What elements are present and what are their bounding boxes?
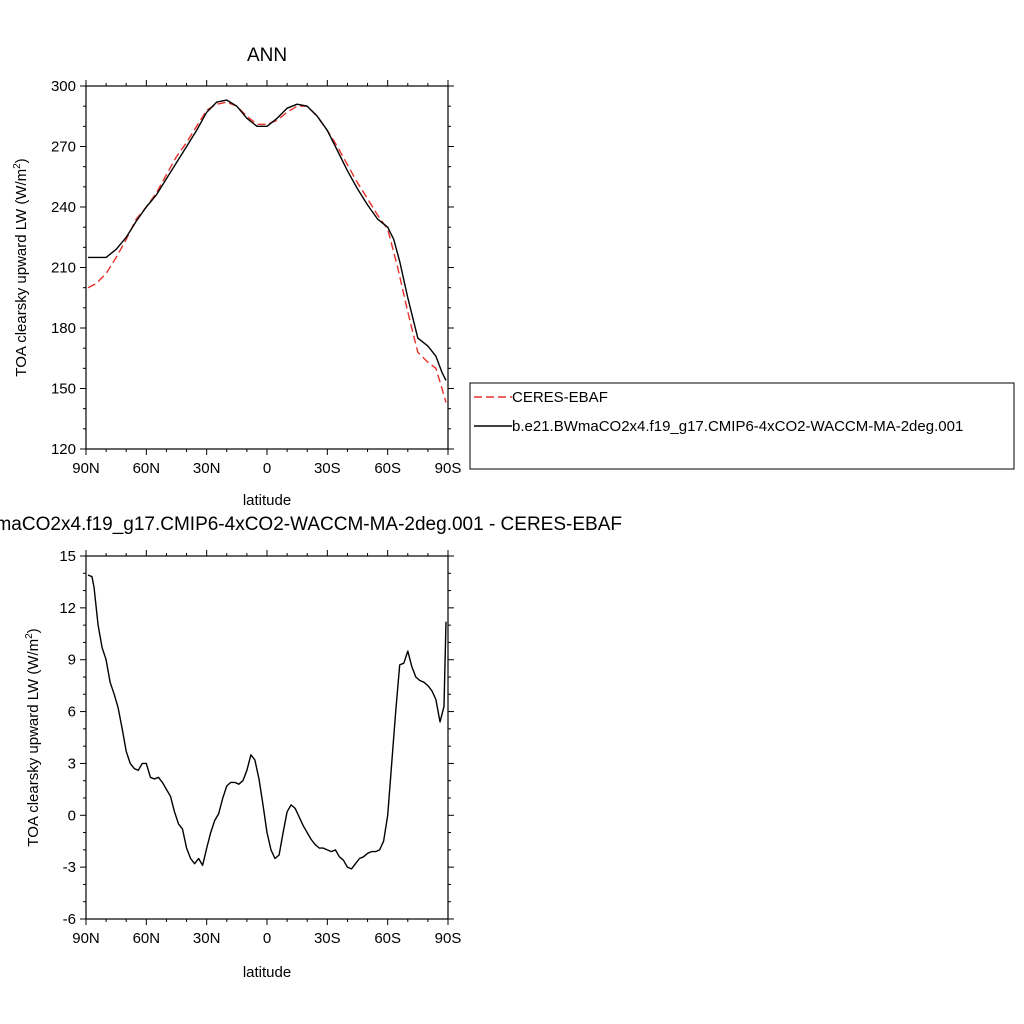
chart-title: b.e21.BWmaCO2x4.f19_g17.CMIP6-4xCO2-WACC… bbox=[0, 514, 622, 535]
y-tick-label: 180 bbox=[51, 320, 76, 337]
x-tick-label: 60N bbox=[133, 460, 161, 477]
y-tick-label: 6 bbox=[68, 704, 76, 721]
legend: CERES-EBAF b.e21.BWmaCO2x4.f19_g17.CMIP6-… bbox=[469, 382, 1015, 470]
legend-box bbox=[469, 382, 1015, 470]
x-tick-label: 90N bbox=[72, 460, 100, 477]
y-tick-label: 150 bbox=[51, 381, 76, 398]
chart-1: 120 150 180 210 240 270 300 90N 60N 30N 0 30S 60S 90S… bbox=[12, 45, 1015, 509]
x-tick-label: 0 bbox=[263, 460, 271, 477]
series-line-2 bbox=[88, 99, 447, 381]
y-tick-label: 15 bbox=[59, 548, 76, 565]
y-axis-label: TOA clearsky upward LW (W/m2) bbox=[24, 628, 42, 846]
x-tick-label: 60N bbox=[133, 930, 161, 947]
x-tick-label: 30N bbox=[193, 930, 221, 947]
x-tick-label: 90S bbox=[435, 460, 462, 477]
y-tick-label: 210 bbox=[51, 260, 76, 277]
x-tick-label: 90N bbox=[72, 930, 100, 947]
x-tick-label: 90S bbox=[435, 930, 462, 947]
y-tick-label: 240 bbox=[51, 199, 76, 216]
legend-label: CERES-EBAF bbox=[512, 389, 608, 406]
x-tick-label: 60S bbox=[374, 930, 401, 947]
plot-frame bbox=[85, 85, 449, 450]
x-tick-label: 30S bbox=[314, 460, 341, 477]
x-tick-label: 0 bbox=[263, 930, 271, 947]
y-tick-label: -6 bbox=[63, 911, 76, 928]
y-tick-label: 270 bbox=[51, 139, 76, 156]
y-tick-label: 0 bbox=[68, 807, 76, 824]
y-tick-label: 9 bbox=[68, 652, 76, 669]
y-tick-label: 120 bbox=[51, 441, 76, 458]
y-tick-label: -3 bbox=[63, 859, 76, 876]
y-axis-label: TOA clearsky upward LW (W/m2) bbox=[12, 158, 30, 376]
x-axis-label: latitude bbox=[243, 492, 291, 509]
x-tick-label: 30S bbox=[314, 930, 341, 947]
x-axis-label: latitude bbox=[243, 964, 291, 981]
x-tick-label: 60S bbox=[374, 460, 401, 477]
x-tick-label: 30N bbox=[193, 460, 221, 477]
chart-2: -6 -3 0 3 6 9 12 15 90N 60N 30N 0 30S 60S 90S b.e21.BWm… bbox=[0, 514, 622, 981]
y-tick-label: 12 bbox=[59, 600, 76, 617]
series-line-1 bbox=[87, 101, 447, 403]
legend-label: b.e21.BWmaCO2x4.f19_g17.CMIP6-4xCO2-WACC… bbox=[512, 418, 963, 435]
y-tick-label: 3 bbox=[68, 755, 76, 772]
y-tick-label: 300 bbox=[51, 78, 76, 95]
series-line-1 bbox=[87, 574, 447, 870]
chart-title: ANN bbox=[247, 45, 287, 66]
